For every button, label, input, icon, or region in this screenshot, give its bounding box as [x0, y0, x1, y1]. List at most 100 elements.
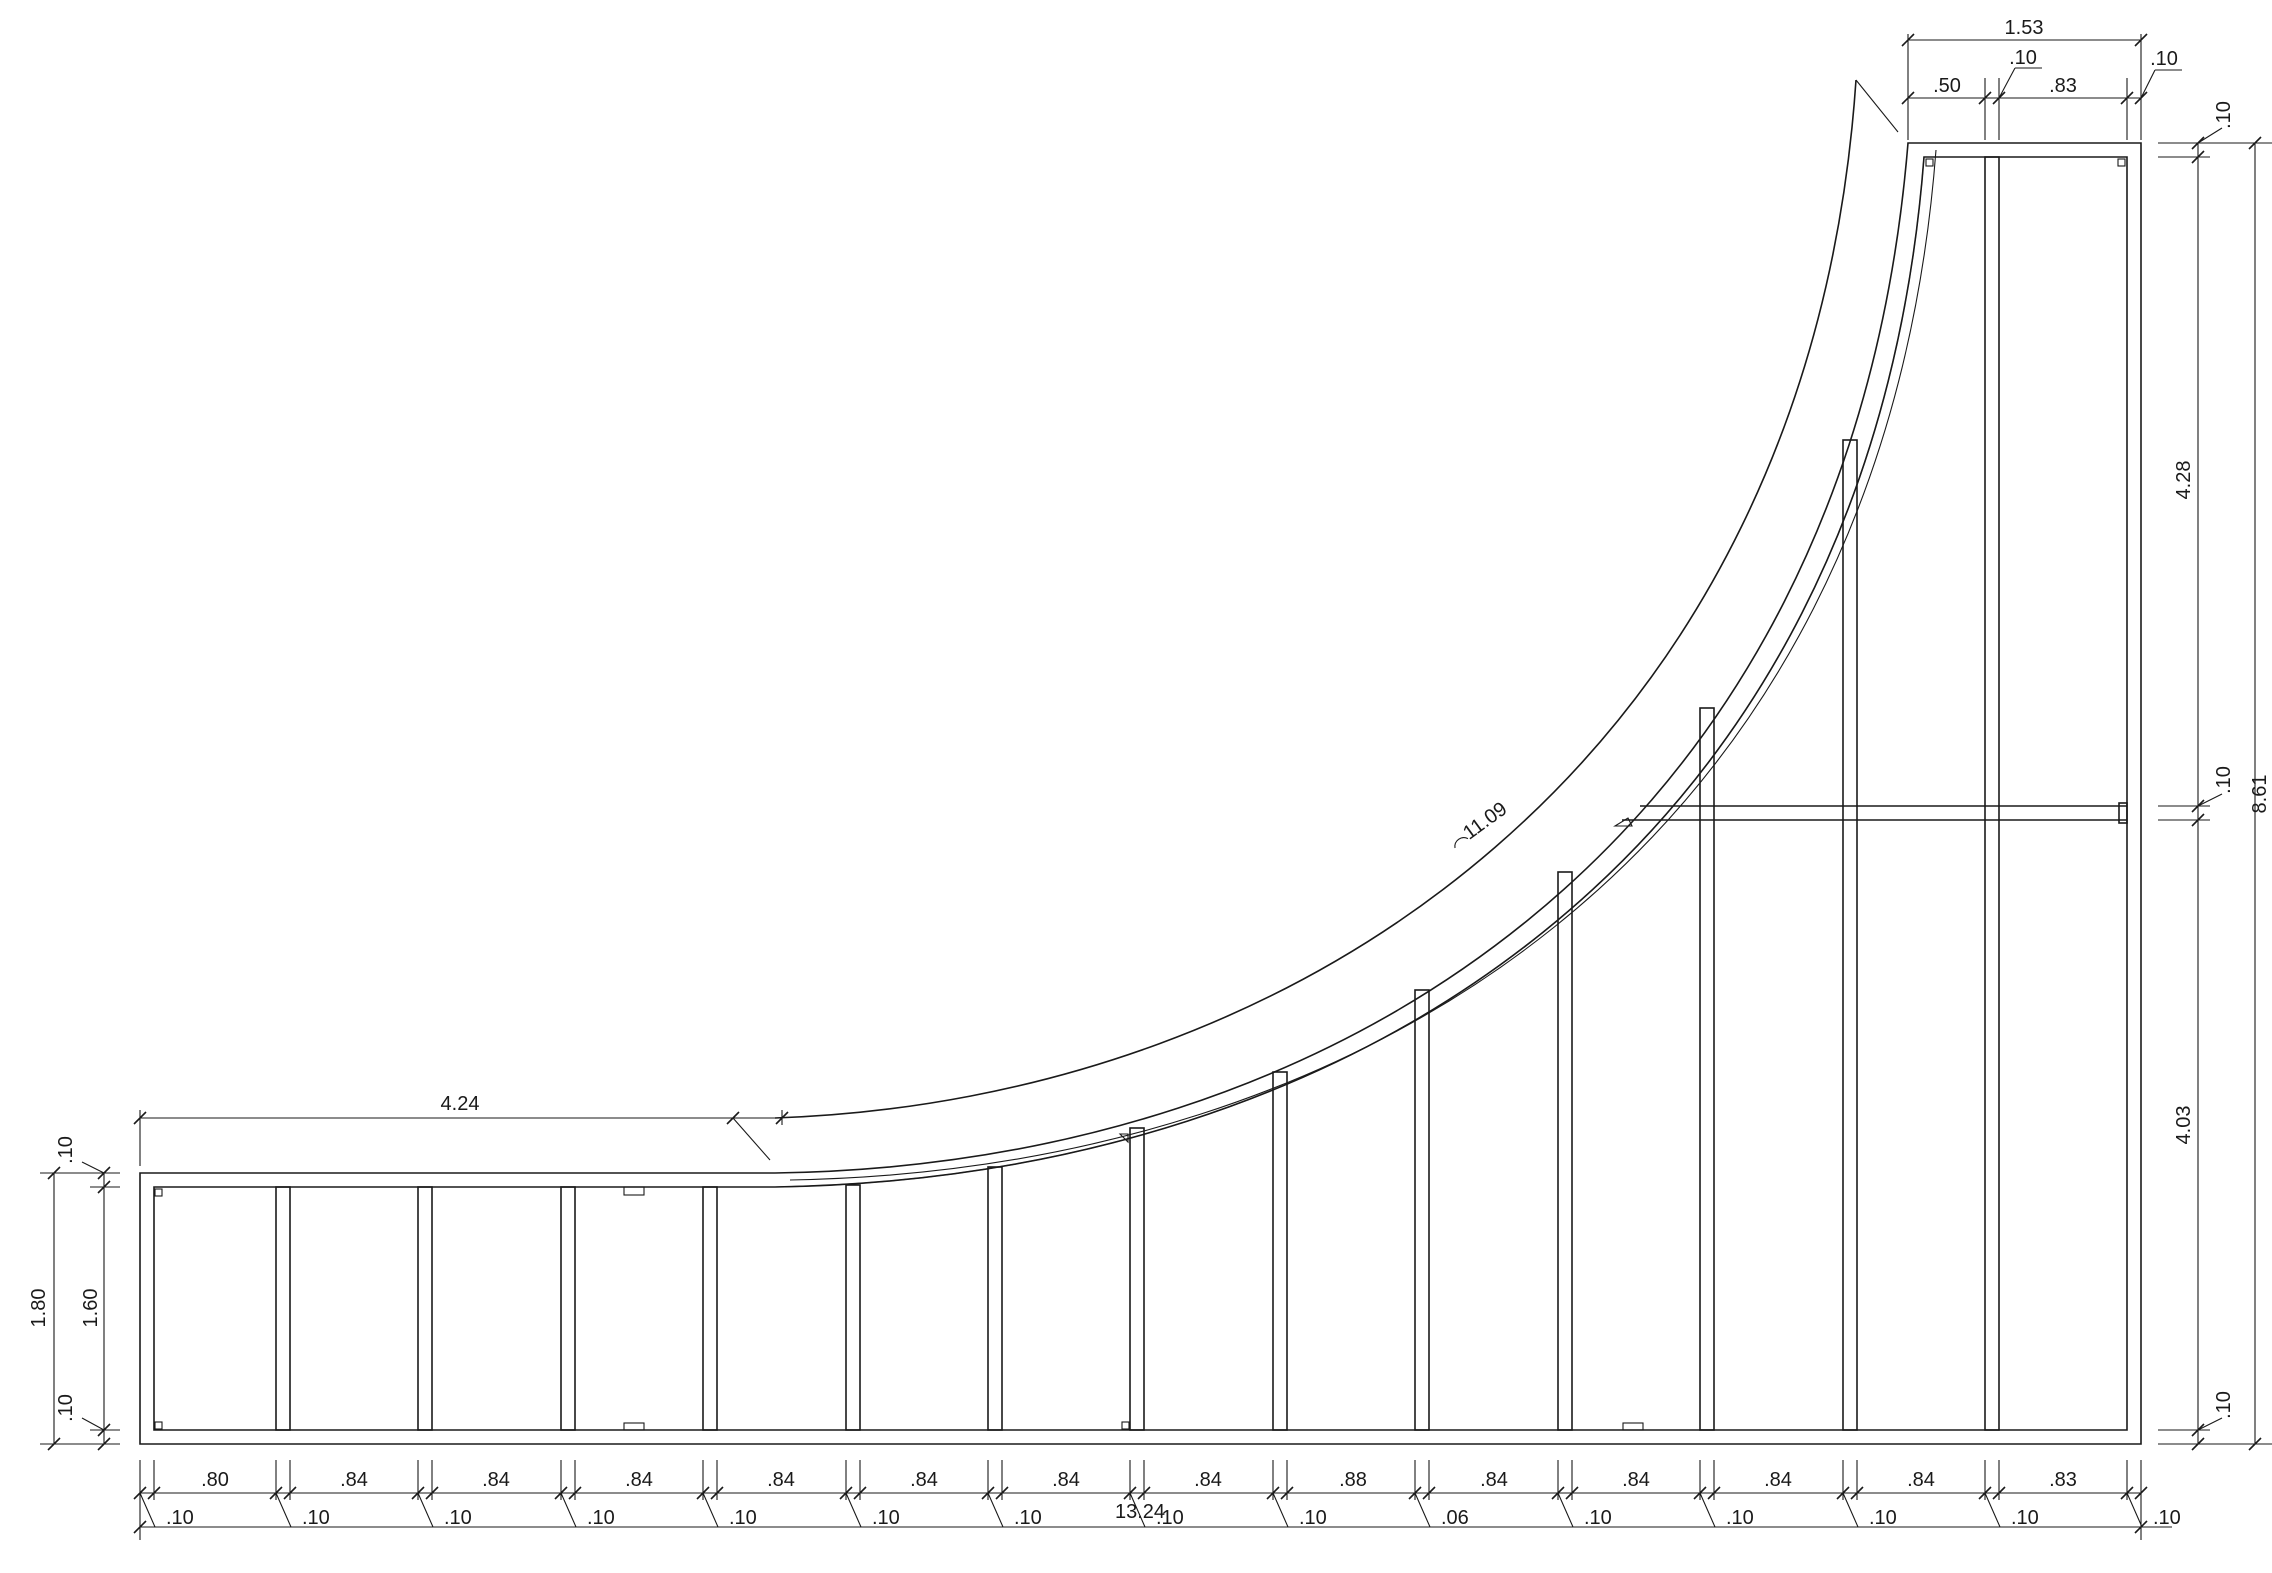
- dim-right-bottom-edge: .10: [2213, 1391, 2235, 1419]
- tick-mark: [133, 1520, 147, 1534]
- tick-mark: [425, 1486, 439, 1500]
- dim-bottom-post: .10: [1869, 1507, 1897, 1529]
- tick-mark: [995, 1486, 1009, 1500]
- tick-mark: [726, 1111, 740, 1125]
- dim-bottom-post: .10: [444, 1507, 472, 1529]
- dim-top-left-seg: .50: [1933, 75, 1961, 97]
- dimension-lines: [40, 34, 2272, 1540]
- tick-mark: [1551, 1486, 1565, 1500]
- dim-bottom-post: .10: [2153, 1507, 2181, 1529]
- dim-left-outer-height: 1.80: [28, 1289, 50, 1328]
- dim-bottom-span: .84: [1480, 1469, 1508, 1491]
- tick-mark: [696, 1486, 710, 1500]
- dim-bottom-span: .80: [201, 1469, 229, 1491]
- tick-mark: [97, 1423, 111, 1437]
- tick-mark: [2191, 1423, 2205, 1437]
- dim-right-mid-beam: .10: [2213, 766, 2235, 794]
- dim-bottom-post: .10: [166, 1507, 194, 1529]
- dim-bottom-span: .84: [1907, 1469, 1935, 1491]
- dim-bottom-post: .06: [1441, 1507, 1469, 1529]
- tick-mark: [97, 1437, 111, 1451]
- tick-mark: [1978, 1486, 1992, 1500]
- dim-bottom-span: .84: [1622, 1469, 1650, 1491]
- tick-mark: [1266, 1486, 1280, 1500]
- tick-mark: [2191, 813, 2205, 827]
- dim-bottom-post: .10: [587, 1507, 615, 1529]
- tick-mark: [1565, 1486, 1579, 1500]
- dim-bottom-span: .84: [482, 1469, 510, 1491]
- tick-mark: [147, 1486, 161, 1500]
- tick-mark: [269, 1486, 283, 1500]
- tick-mark: [1901, 91, 1915, 105]
- tick-mark: [2191, 1437, 2205, 1451]
- tick-mark: [2120, 1486, 2134, 1500]
- tick-mark: [853, 1486, 867, 1500]
- dim-right-total: 8.61: [2249, 775, 2271, 814]
- dim-left-top-edge: .10: [55, 1136, 77, 1164]
- dim-bottom-span: .88: [1339, 1469, 1367, 1491]
- tick-mark: [2134, 33, 2148, 47]
- tick-mark: [47, 1166, 61, 1180]
- tick-mark: [775, 1111, 789, 1125]
- dim-bottom-span: .84: [910, 1469, 938, 1491]
- dim-bottom-post: .10: [729, 1507, 757, 1529]
- tick-mark: [1280, 1486, 1294, 1500]
- dimension-ticks: [47, 33, 2262, 1534]
- dim-right-top-edge: .10: [2213, 101, 2235, 129]
- tick-mark: [2191, 150, 2205, 164]
- arc-length-label: 11.09: [1454, 798, 1511, 849]
- dim-bottom-post: .10: [1299, 1507, 1327, 1529]
- tick-mark: [411, 1486, 425, 1500]
- tick-mark: [47, 1437, 61, 1451]
- dim-left-bottom-edge: .10: [55, 1394, 77, 1422]
- tick-mark: [97, 1166, 111, 1180]
- dim-right-upper-span: 4.28: [2173, 461, 2195, 500]
- tick-mark: [283, 1486, 297, 1500]
- dim-right-lower-span: 4.03: [2173, 1106, 2195, 1145]
- dim-bottom-post: .10: [1156, 1507, 1184, 1529]
- dim-top-edge: .10: [2150, 48, 2178, 70]
- tick-mark: [568, 1486, 582, 1500]
- dim-left-inner-height: 1.60: [80, 1289, 102, 1328]
- blocking: [154, 158, 2126, 1431]
- dim-bottom-post: .10: [1726, 1507, 1754, 1529]
- dim-top-total: 1.53: [2005, 17, 2044, 39]
- tick-mark: [1992, 1486, 2006, 1500]
- tick-mark: [2134, 1520, 2148, 1534]
- dim-bottom-span: .84: [1764, 1469, 1792, 1491]
- tick-mark: [981, 1486, 995, 1500]
- dim-flat-length: 4.24: [441, 1093, 480, 1115]
- dim-bottom-post: .10: [1584, 1507, 1612, 1529]
- tick-mark: [2248, 136, 2262, 150]
- dim-bottom-span: .84: [1194, 1469, 1222, 1491]
- dim-bottom-post: .10: [872, 1507, 900, 1529]
- dim-top-right-seg: .83: [2049, 75, 2077, 97]
- tick-mark: [1408, 1486, 1422, 1500]
- tick-mark: [1978, 91, 1992, 105]
- tick-mark: [2134, 91, 2148, 105]
- tick-mark: [1850, 1486, 1864, 1500]
- dim-bottom-span: .84: [340, 1469, 368, 1491]
- tick-mark: [97, 1180, 111, 1194]
- tick-mark: [1707, 1486, 1721, 1500]
- dim-bottom-span: .84: [767, 1469, 795, 1491]
- tick-mark: [1123, 1486, 1137, 1500]
- dim-bottom-span: .84: [1052, 1469, 1080, 1491]
- dimension-labels: 1.53 .10 .50 .83 .10 .10 4.28 .10 8.61 4…: [28, 17, 2271, 1529]
- tick-mark: [2191, 136, 2205, 150]
- studs: [275, 156, 2000, 1431]
- dim-bottom-post: .10: [1014, 1507, 1042, 1529]
- tick-mark: [2191, 799, 2205, 813]
- tick-mark: [1992, 91, 2006, 105]
- dim-bottom-post: .10: [2011, 1507, 2039, 1529]
- tick-mark: [133, 1486, 147, 1500]
- frame-outline: [139, 79, 2142, 1445]
- dim-bottom-span: .83: [2049, 1469, 2077, 1491]
- tick-mark: [710, 1486, 724, 1500]
- tick-mark: [839, 1486, 853, 1500]
- dim-bottom-total: 13.24: [1115, 1501, 1165, 1523]
- tick-mark: [1836, 1486, 1850, 1500]
- dim-bottom-span: .84: [625, 1469, 653, 1491]
- dim-arc-length: 11.09: [1459, 798, 1511, 844]
